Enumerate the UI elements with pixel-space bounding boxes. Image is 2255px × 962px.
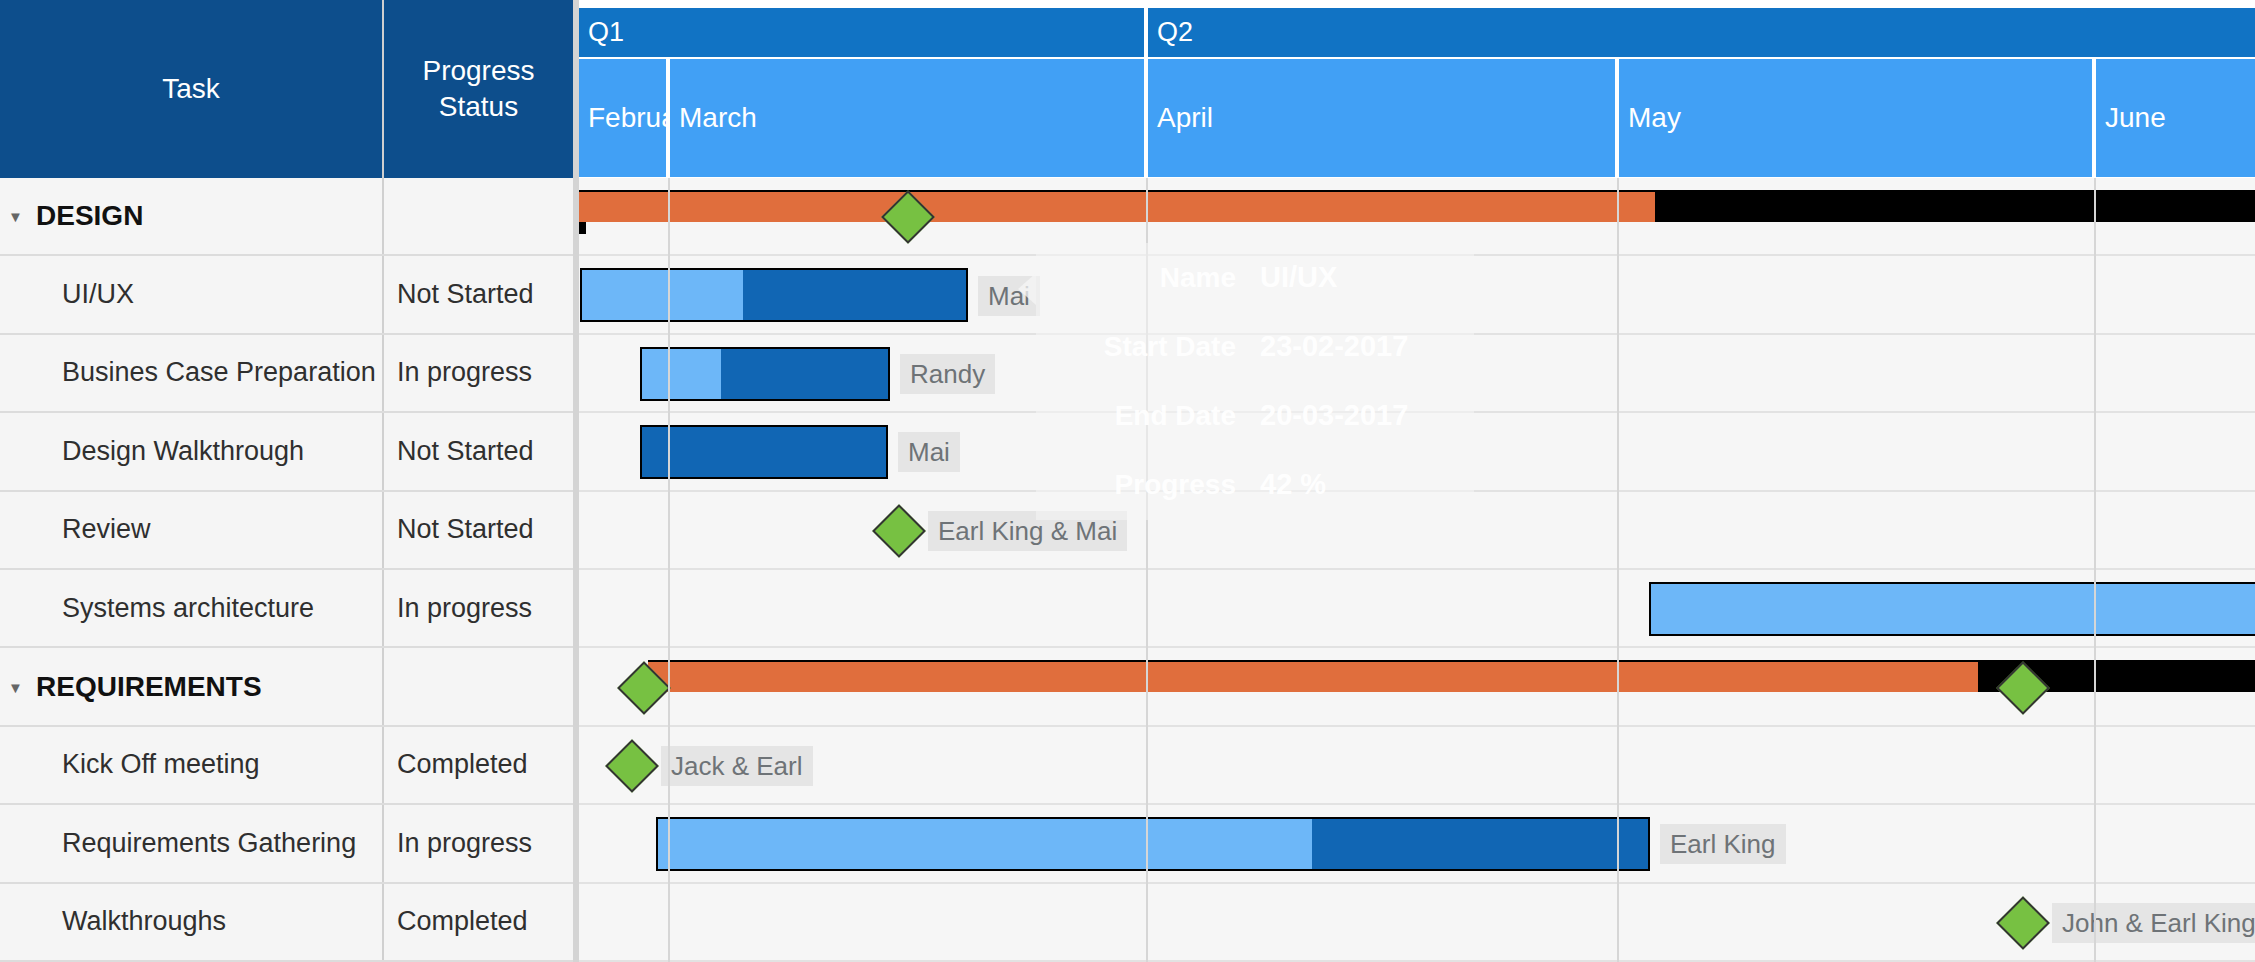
task-column-header[interactable]: Task xyxy=(0,0,382,178)
tooltip-field-label: Start Date xyxy=(1036,331,1236,363)
tooltip-field-label: Progress xyxy=(1036,469,1236,501)
task-name-cell[interactable]: Systems architecture xyxy=(0,570,382,646)
task-row[interactable]: UI/UX Not Started xyxy=(0,256,573,334)
task-name-label: Review xyxy=(0,514,151,545)
task-name-label: Kick Off meeting xyxy=(0,749,260,780)
taskbar[interactable] xyxy=(656,817,1650,871)
assignee-label: Jack & Earl xyxy=(661,746,813,786)
tooltip-arrow-icon xyxy=(1018,273,1036,305)
assignee-label: Mai xyxy=(898,432,960,472)
progress-status-cell xyxy=(382,178,573,254)
tooltip-field-label: End Date xyxy=(1036,400,1236,432)
month-gridline xyxy=(668,178,670,962)
task-name-cell[interactable]: Design Walkthrough xyxy=(0,413,382,489)
tooltip-field-value: UI/UX xyxy=(1260,261,1337,294)
parent-taskbar-progress xyxy=(648,662,1978,692)
taskbar[interactable] xyxy=(580,268,968,322)
task-row[interactable]: ▼DESIGN xyxy=(0,178,573,256)
tooltip-body: Name UI/UX Start Date 23-02-2017 End Date 20-… xyxy=(1036,243,1474,519)
month-gridline xyxy=(1617,178,1619,962)
task-grid-pane: Task Progress Status ▼DESIGN UI/UX Not Sta… xyxy=(0,0,573,962)
taskbar-progress xyxy=(1651,584,2255,634)
progress-status-cell: Not Started xyxy=(382,492,573,568)
tooltip-field-value: 23-02-2017 xyxy=(1260,330,1408,363)
progress-status-column-header[interactable]: Progress Status xyxy=(384,0,573,178)
task-name-label: Systems architecture xyxy=(0,593,314,624)
taskbar[interactable] xyxy=(640,425,888,479)
task-row[interactable]: Kick Off meeting Completed xyxy=(0,727,573,805)
tooltip-field-value: 42 % xyxy=(1260,468,1326,501)
taskbar-progress xyxy=(658,819,1312,869)
task-row[interactable]: Systems architecture In progress xyxy=(0,570,573,648)
task-name-cell[interactable]: Kick Off meeting xyxy=(0,727,382,803)
tooltip-row: Start Date 23-02-2017 xyxy=(1036,312,1474,381)
progress-status-cell: In progress xyxy=(382,805,573,881)
taskbar-tooltip: Name UI/UX Start Date 23-02-2017 End Date 20-… xyxy=(1036,243,1474,520)
task-row[interactable]: Design Walkthrough Not Started xyxy=(0,413,573,491)
parent-taskbar-progress xyxy=(579,192,1655,222)
task-name-cell[interactable]: UI/UX xyxy=(0,256,382,332)
progress-status-cell: In progress xyxy=(382,335,573,411)
task-name-label: UI/UX xyxy=(0,279,134,310)
parent-taskbar[interactable] xyxy=(579,190,2255,222)
milestone-diamond-icon[interactable] xyxy=(872,504,926,558)
taskbar-progress xyxy=(582,270,743,320)
progress-status-cell: Completed xyxy=(382,727,573,803)
task-row[interactable]: Requirements Gathering In progress xyxy=(0,805,573,883)
milestone-diamond-icon[interactable] xyxy=(605,739,659,793)
task-name-label: Requirements Gathering xyxy=(0,828,356,859)
progress-status-cell: In progress xyxy=(382,570,573,646)
assignee-label: Randy xyxy=(900,354,995,394)
progress-status-cell: Completed xyxy=(382,884,573,960)
grid-rows: ▼DESIGNUI/UXNot StartedBusines Case Prep… xyxy=(0,178,573,962)
tooltip-field-label: Name xyxy=(1036,262,1236,294)
taskbar-progress xyxy=(642,349,721,399)
progress-status-cell: Not Started xyxy=(382,256,573,332)
task-name-cell[interactable]: ▼REQUIREMENTS xyxy=(0,648,382,724)
task-name-cell[interactable]: Requirements Gathering xyxy=(0,805,382,881)
collapse-expander-icon[interactable]: ▼ xyxy=(8,678,32,695)
taskbar[interactable] xyxy=(1649,582,2255,636)
parent-taskbar-left-tick xyxy=(579,222,586,234)
task-name-label: Walkthroughs xyxy=(0,906,226,937)
gantt-app: Task Progress Status ▼DESIGN UI/UX Not Sta… xyxy=(0,0,2255,962)
grid-header: Task Progress Status xyxy=(0,0,573,178)
assignee-label: Earl King xyxy=(1660,824,1786,864)
assignee-label: John & Earl King xyxy=(2052,903,2255,943)
tooltip-field-value: 20-03-2017 xyxy=(1260,399,1408,432)
progress-status-cell xyxy=(382,648,573,724)
milestone-diamond-icon[interactable] xyxy=(1996,896,2050,950)
task-row[interactable]: Review Not Started xyxy=(0,492,573,570)
task-name-cell[interactable]: Busines Case Preparation xyxy=(0,335,382,411)
collapse-expander-icon[interactable]: ▼ xyxy=(8,208,32,225)
taskbar[interactable] xyxy=(640,347,890,401)
month-gridline xyxy=(2094,178,2096,962)
task-name-cell[interactable]: Review xyxy=(0,492,382,568)
task-name-cell[interactable]: Walkthroughs xyxy=(0,884,382,960)
task-name-label: Busines Case Preparation xyxy=(0,357,376,388)
task-name-cell[interactable]: ▼DESIGN xyxy=(0,178,382,254)
tooltip-row: End Date 20-03-2017 xyxy=(1036,381,1474,450)
task-name-label: REQUIREMENTS xyxy=(0,671,262,703)
task-row[interactable]: Walkthroughs Completed xyxy=(0,884,573,962)
task-name-label: Design Walkthrough xyxy=(0,436,304,467)
task-row[interactable]: ▼REQUIREMENTS xyxy=(0,648,573,726)
task-row[interactable]: Busines Case PreparationIn progress xyxy=(0,335,573,413)
tooltip-row: Name UI/UX xyxy=(1036,243,1474,312)
tooltip-row: Progress 42 % xyxy=(1036,450,1474,519)
progress-status-cell: Not Started xyxy=(382,413,573,489)
